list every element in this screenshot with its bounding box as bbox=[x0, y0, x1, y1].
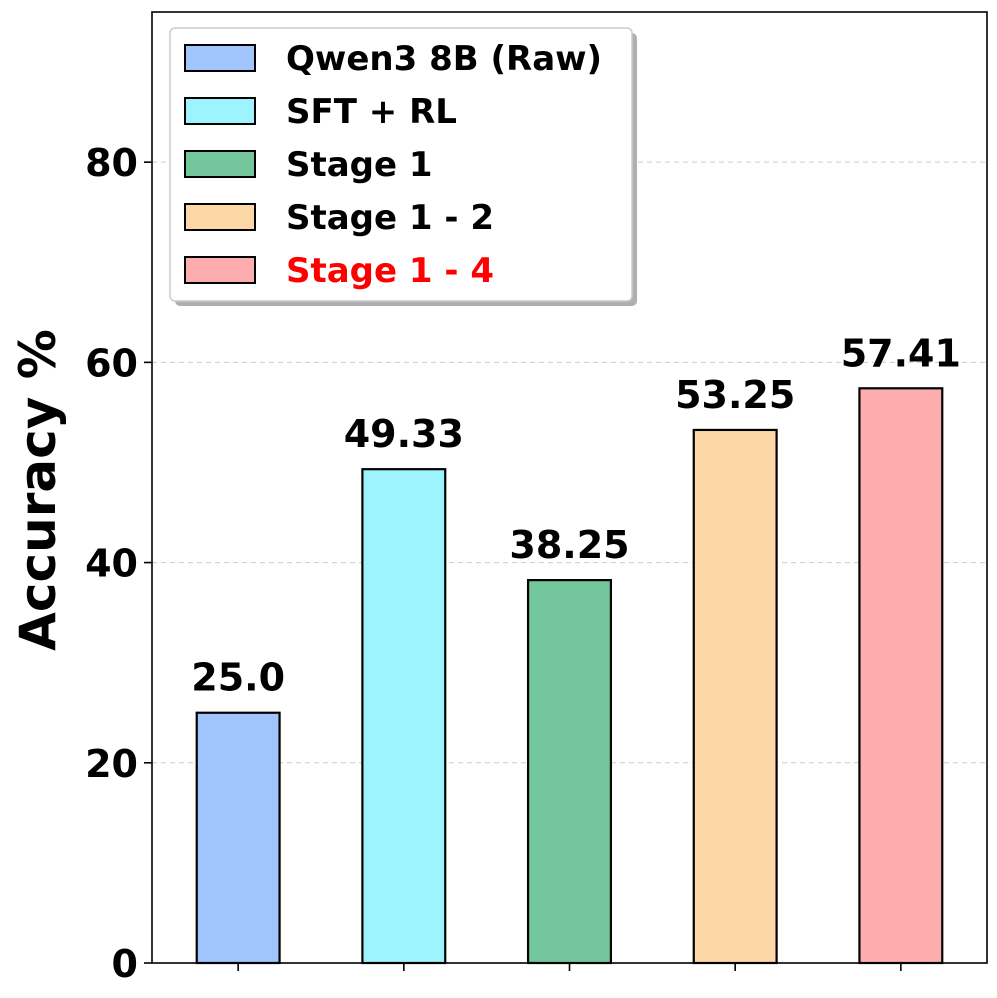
y-axis-ticks: 0 20 40 60 80 bbox=[85, 141, 152, 986]
y-tick-label: 20 bbox=[85, 742, 138, 786]
legend-label: Stage 1 bbox=[286, 145, 433, 185]
legend-label: Qwen3 8B (Raw) bbox=[286, 39, 602, 79]
bar bbox=[361, 468, 447, 965]
bars bbox=[195, 387, 944, 971]
legend-label: Stage 1 - 4 bbox=[286, 251, 494, 291]
bar-value-label: 49.33 bbox=[344, 412, 464, 456]
legend-swatch bbox=[184, 150, 256, 178]
legend-label: Stage 1 - 2 bbox=[286, 198, 494, 238]
legend-items: Qwen3 8B (Raw) SFT + RL Stage 1 Stage 1 - 2… bbox=[184, 39, 602, 291]
legend-swatch bbox=[184, 97, 256, 125]
y-tick-label: 60 bbox=[85, 341, 138, 385]
legend: Qwen3 8B (Raw) SFT + RL Stage 1 Stage 1 - 2… bbox=[169, 27, 637, 306]
bar bbox=[526, 578, 613, 965]
legend-box bbox=[169, 27, 633, 302]
bar-value-label: 53.25 bbox=[675, 373, 795, 417]
legend-swatch bbox=[184, 256, 256, 284]
legend-label: SFT + RL bbox=[286, 92, 457, 132]
bar-value-label: 57.41 bbox=[841, 331, 961, 375]
bar-value-label: 38.25 bbox=[509, 523, 629, 567]
bar bbox=[858, 387, 944, 965]
bar-value-label: 25.0 bbox=[191, 656, 285, 700]
legend-swatch bbox=[184, 44, 256, 72]
legend-swatch bbox=[184, 203, 256, 231]
y-tick-label: 80 bbox=[85, 141, 138, 185]
plot-frame bbox=[151, 11, 988, 964]
y-axis-label: Accuracy % bbox=[9, 329, 67, 651]
bar bbox=[195, 711, 281, 965]
y-tick-label: 0 bbox=[112, 942, 138, 986]
bar bbox=[692, 428, 778, 965]
y-tick-label: 40 bbox=[85, 542, 138, 586]
bar-value-labels: 25.0 49.33 38.25 53.25 57.41 bbox=[191, 331, 961, 699]
